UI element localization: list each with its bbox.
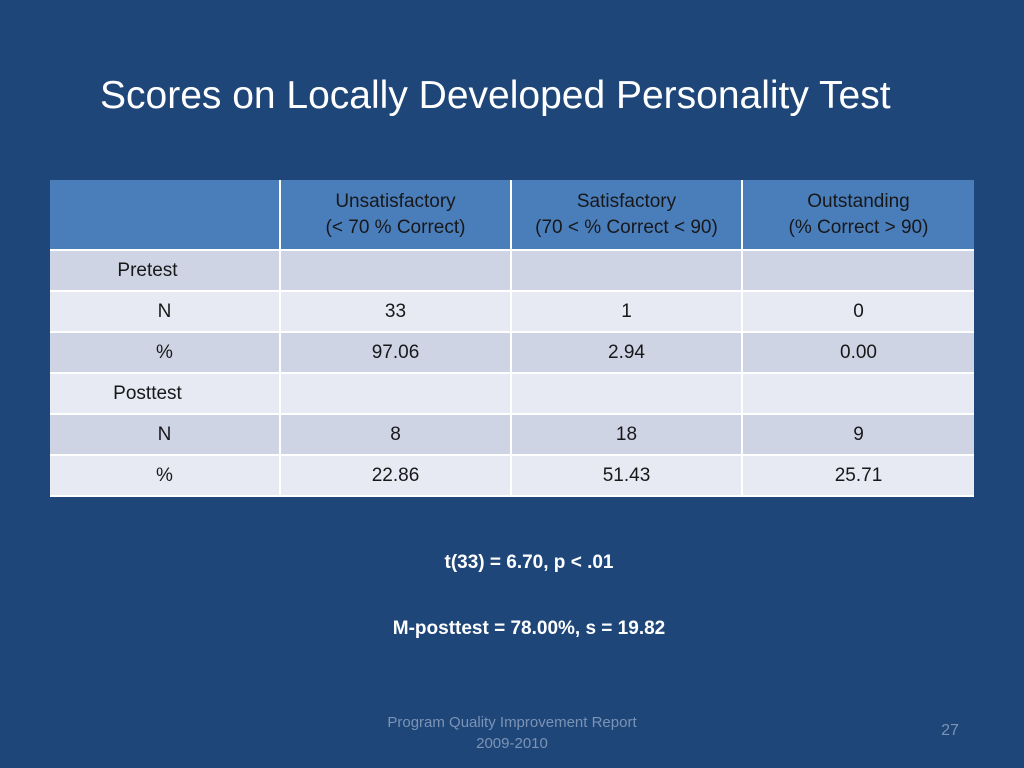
cell-pretest-satisfactory	[512, 251, 743, 292]
row-label-pretest: Pretest	[50, 251, 281, 292]
header-satisfactory-title: Satisfactory	[576, 190, 677, 212]
cell-posttest-pct-unsatisfactory: 22.86	[281, 456, 512, 497]
table-row: % 22.86 51.43 25.71	[50, 456, 974, 497]
cell-pretest-pct-outstanding: 0.00	[743, 333, 974, 374]
row-label-posttest-n: N	[50, 415, 281, 456]
stat-t-test: t(33) = 6.70, p < .01	[444, 552, 614, 573]
header-unsatisfactory-range: (< 70 % Correct)	[325, 216, 466, 238]
footer-report-years: 2009-2010	[476, 735, 548, 752]
header-outstanding-title: Outstanding	[807, 190, 910, 212]
row-label-posttest: Posttest	[50, 374, 281, 415]
slide-number: 27	[941, 722, 959, 739]
row-label-posttest-pct: %	[50, 456, 281, 497]
table-row: Pretest	[50, 251, 974, 292]
cell-posttest-n-outstanding: 9	[743, 415, 974, 456]
table-header-unsatisfactory: Unsatisfactory (< 70 % Correct)	[281, 180, 512, 251]
cell-posttest-satisfactory	[512, 374, 743, 415]
table-header-row: Unsatisfactory (< 70 % Correct) Satisfac…	[50, 180, 974, 251]
table-body: Pretest N 33 1 0 % 97.06 2.94 0.00 Postt…	[50, 251, 974, 497]
table-header-outstanding: Outstanding (% Correct > 90)	[743, 180, 974, 251]
row-label-pretest-pct: %	[50, 333, 281, 374]
header-satisfactory-range: (70 < % Correct < 90)	[535, 216, 718, 238]
statistics-block: t(33) = 6.70, p < .01 M-posttest = 78.00…	[0, 552, 1024, 640]
table-row: % 97.06 2.94 0.00	[50, 333, 974, 374]
table-row: Posttest	[50, 374, 974, 415]
cell-posttest-n-satisfactory: 18	[512, 415, 743, 456]
cell-pretest-unsatisfactory	[281, 251, 512, 292]
cell-pretest-n-unsatisfactory: 33	[281, 292, 512, 333]
row-label-pretest-n: N	[50, 292, 281, 333]
cell-pretest-pct-unsatisfactory: 97.06	[281, 333, 512, 374]
cell-posttest-pct-satisfactory: 51.43	[512, 456, 743, 497]
table-header-corner	[50, 180, 281, 251]
header-unsatisfactory-title: Unsatisfactory	[335, 190, 456, 212]
table-header-satisfactory: Satisfactory (70 < % Correct < 90)	[512, 180, 743, 251]
header-outstanding-range: (% Correct > 90)	[788, 216, 929, 238]
cell-pretest-pct-satisfactory: 2.94	[512, 333, 743, 374]
table-row: N 33 1 0	[50, 292, 974, 333]
stat-posttest-mean: M-posttest = 78.00%, s = 19.82	[392, 618, 666, 639]
cell-pretest-n-satisfactory: 1	[512, 292, 743, 333]
cell-posttest-pct-outstanding: 25.71	[743, 456, 974, 497]
table-row: N 8 18 9	[50, 415, 974, 456]
footer-report-title: Program Quality Improvement Report	[387, 714, 637, 731]
scores-table: Unsatisfactory (< 70 % Correct) Satisfac…	[50, 180, 974, 497]
cell-posttest-outstanding	[743, 374, 974, 415]
table-header: Unsatisfactory (< 70 % Correct) Satisfac…	[50, 180, 974, 251]
cell-pretest-outstanding	[743, 251, 974, 292]
cell-posttest-unsatisfactory	[281, 374, 512, 415]
cell-posttest-n-unsatisfactory: 8	[281, 415, 512, 456]
page-title: Scores on Locally Developed Personality …	[100, 74, 891, 117]
footer: Program Quality Improvement Report 2009-…	[0, 712, 1024, 754]
cell-pretest-n-outstanding: 0	[743, 292, 974, 333]
